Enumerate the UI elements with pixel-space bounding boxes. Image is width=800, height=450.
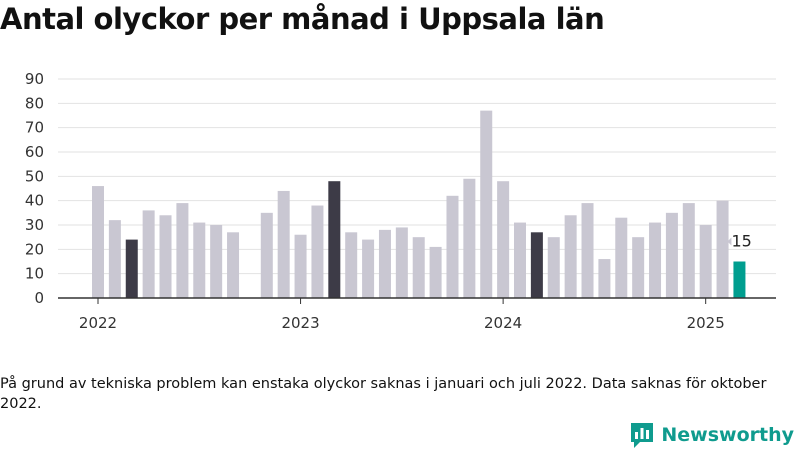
y-tick-label: 70 (25, 119, 44, 137)
bar (193, 222, 206, 298)
y-tick-label: 80 (25, 94, 44, 112)
x-tick-label: 2025 (687, 314, 725, 332)
bar (260, 212, 273, 298)
bar (716, 200, 729, 298)
x-tick-label: 2023 (281, 314, 319, 332)
x-tick-label: 2024 (484, 314, 522, 332)
bar (699, 225, 712, 298)
bar (210, 225, 223, 298)
x-axis: 2022 2023 2024 2025 (58, 297, 776, 332)
data-label: 15 (731, 232, 751, 251)
bar (108, 220, 121, 298)
bar (497, 181, 510, 298)
bar (665, 212, 678, 298)
bar (429, 246, 442, 298)
bar (159, 215, 172, 298)
bar (733, 261, 746, 298)
bar (530, 232, 543, 298)
bar (294, 234, 307, 298)
data-label-pointer (727, 237, 732, 246)
bar (176, 203, 189, 298)
bar (142, 210, 155, 298)
bar (362, 239, 375, 298)
y-tick-label: 0 (34, 289, 44, 307)
bar (682, 203, 695, 298)
bar (446, 195, 459, 298)
y-tick-label: 30 (25, 216, 44, 234)
bar (378, 229, 391, 298)
bar (632, 237, 645, 298)
bar (125, 239, 138, 298)
y-tick-label: 20 (25, 240, 44, 258)
bar (277, 190, 290, 298)
bar (547, 237, 560, 298)
brand-logo: Newsworthy (629, 421, 794, 449)
bar (598, 259, 611, 298)
brand-name: Newsworthy (661, 424, 794, 446)
bar-chart: 0 10 20 30 40 50 60 70 80 90 2022 2023 2024 2025 15 (25, 70, 776, 332)
bar (328, 181, 341, 298)
bar (92, 186, 104, 298)
bar (649, 222, 662, 298)
y-tick-label: 90 (25, 70, 44, 88)
bar (463, 178, 476, 298)
bar (412, 237, 425, 298)
y-tick-label: 40 (25, 192, 44, 210)
footnote: På grund av tekniska problem kan enstaka… (0, 376, 767, 412)
bar (311, 205, 324, 298)
bar (480, 110, 493, 298)
bar (345, 232, 358, 298)
x-tick-label: 2022 (79, 314, 117, 332)
bar (564, 215, 577, 298)
bars (92, 110, 746, 298)
y-tick-label: 50 (25, 167, 44, 185)
bar (395, 227, 408, 298)
bar (581, 203, 594, 298)
bar (227, 232, 240, 298)
bar-chart-logo-icon (631, 423, 654, 448)
y-tick-label: 60 (25, 143, 44, 161)
bar (615, 217, 628, 298)
chart-title: Antal olyckor per månad i Uppsala län (0, 2, 605, 36)
y-axis: 0 10 20 30 40 50 60 70 80 90 (25, 70, 44, 307)
data-labels: 15 (727, 232, 752, 251)
bar (514, 222, 526, 298)
y-tick-label: 10 (25, 265, 44, 283)
